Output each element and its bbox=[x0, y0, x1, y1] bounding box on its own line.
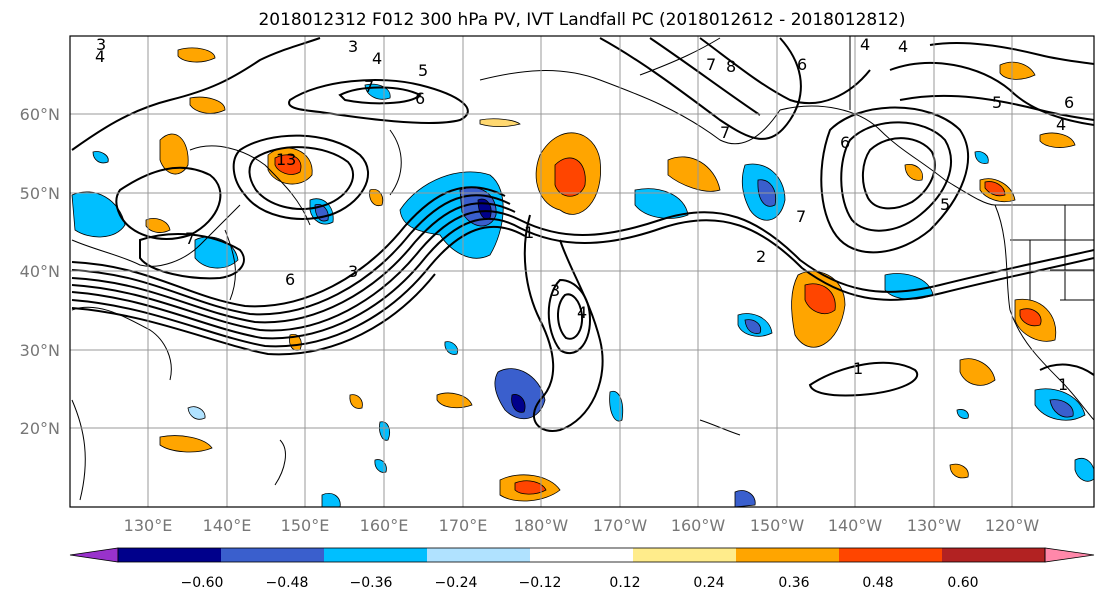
lat-label-20n: 20°N bbox=[20, 419, 60, 438]
contour-label: 6 bbox=[285, 270, 295, 289]
lon-label-160e: 160°E bbox=[360, 516, 409, 535]
contour-label: 7 bbox=[720, 123, 730, 142]
map-panel: 3 4 3 4 5 7 6 7 3 6 7 8 6 4 4 5 6 4 13 7 bbox=[69, 35, 1095, 508]
contour-label: 4 bbox=[1056, 115, 1066, 134]
positive-anomaly-patches bbox=[145, 47, 1076, 502]
lat-label-60n: 60°N bbox=[20, 105, 60, 124]
lon-label-170w: 170°W bbox=[593, 516, 648, 535]
colorbar-segment bbox=[530, 548, 634, 562]
colorbar-tick: 0.36 bbox=[778, 575, 809, 591]
contour-label: 7 bbox=[796, 207, 806, 226]
lon-label-180w: 180°W bbox=[514, 516, 569, 535]
contour-label: 7 bbox=[364, 77, 374, 96]
lat-label-50n: 50°N bbox=[20, 184, 60, 203]
colorbar-segment bbox=[427, 548, 531, 562]
contour-label: 4 bbox=[372, 49, 382, 68]
colorbar-tick: −0.24 bbox=[435, 575, 478, 591]
colorbar-segment bbox=[736, 548, 840, 562]
contour-label: 7 bbox=[706, 55, 716, 74]
colorbar-tick: 0.12 bbox=[609, 575, 640, 591]
lon-label-140e: 140°E bbox=[203, 516, 252, 535]
colorbar-tick: 0.48 bbox=[862, 575, 893, 591]
colorbar-segment bbox=[324, 548, 428, 562]
contour-label: 2 bbox=[756, 247, 766, 266]
contour-label: 5 bbox=[940, 195, 950, 214]
contour-label: 1 bbox=[853, 359, 863, 378]
colorbar-extend-high bbox=[1044, 547, 1095, 563]
contour-label: 1 bbox=[524, 223, 534, 242]
contour-label: 6 bbox=[840, 133, 850, 152]
colorbar-segment bbox=[118, 548, 222, 562]
lon-label-140w: 140°W bbox=[828, 516, 883, 535]
contour-label: 6 bbox=[415, 89, 425, 108]
colorbar-segment bbox=[633, 548, 737, 562]
contour-label: 3 bbox=[96, 35, 106, 54]
contour-label: 4 bbox=[860, 35, 870, 54]
negative-anomaly-patches bbox=[71, 83, 1094, 507]
contour-label: 4 bbox=[95, 47, 105, 66]
lat-label-30n: 30°N bbox=[20, 341, 60, 360]
latitude-labels: 60°N 50°N 40°N 30°N 20°N bbox=[20, 105, 60, 438]
lon-label-120w: 120°W bbox=[985, 516, 1040, 535]
contour-label: 5 bbox=[418, 61, 428, 80]
lon-label-130w: 130°W bbox=[907, 516, 962, 535]
colorbar-segment bbox=[942, 548, 1046, 562]
colorbar-border bbox=[117, 547, 1046, 563]
contour-label: 3 bbox=[550, 281, 560, 300]
contour-label: 6 bbox=[797, 55, 807, 74]
colorbar bbox=[69, 547, 1095, 563]
lon-label-170e: 170°E bbox=[439, 516, 488, 535]
contour-label: 6 bbox=[1064, 93, 1074, 112]
lon-label-160w: 160°W bbox=[671, 516, 726, 535]
colorbar-tick: −0.60 bbox=[181, 575, 224, 591]
lat-label-40n: 40°N bbox=[20, 262, 60, 281]
colorbar-tick: −0.48 bbox=[266, 575, 309, 591]
contour-label: 8 bbox=[726, 57, 736, 76]
colorbar-segment bbox=[221, 548, 325, 562]
colorbar-segment bbox=[839, 548, 943, 562]
colorbar-tick-labels: −0.60 −0.48 −0.36 −0.24 −0.12 0.12 0.24 … bbox=[181, 575, 979, 591]
colorbar-tick: 0.24 bbox=[693, 575, 724, 591]
contour-label: 5 bbox=[992, 93, 1002, 112]
contour-label: 13 bbox=[276, 150, 296, 169]
ivt-anomaly-shading bbox=[71, 47, 1094, 507]
contour-label: 7 bbox=[185, 229, 195, 248]
lon-label-150e: 150°E bbox=[281, 516, 330, 535]
contour-label: 4 bbox=[898, 37, 908, 56]
longitude-labels: 130°E 140°E 150°E 160°E 170°E 180°W 170°… bbox=[124, 516, 1040, 535]
contour-label: 3 bbox=[348, 37, 358, 56]
contour-label: 4 bbox=[577, 303, 587, 322]
colorbar-tick: 0.60 bbox=[947, 575, 978, 591]
colorbar-tick: −0.12 bbox=[519, 575, 562, 591]
contour-labels: 3 4 3 4 5 7 6 7 3 6 7 8 6 4 4 5 6 4 13 7 bbox=[95, 35, 1074, 394]
contour-label: 1 bbox=[1058, 375, 1068, 394]
graticule bbox=[70, 36, 1094, 507]
lon-label-150w: 150°W bbox=[750, 516, 805, 535]
figure-title: 2018012312 F012 300 hPa PV, IVT Landfall… bbox=[258, 10, 905, 30]
contour-label: 3 bbox=[348, 262, 358, 281]
colorbar-extend-low bbox=[69, 547, 119, 563]
colorbar-tick: −0.36 bbox=[350, 575, 393, 591]
lon-label-130e: 130°E bbox=[124, 516, 173, 535]
